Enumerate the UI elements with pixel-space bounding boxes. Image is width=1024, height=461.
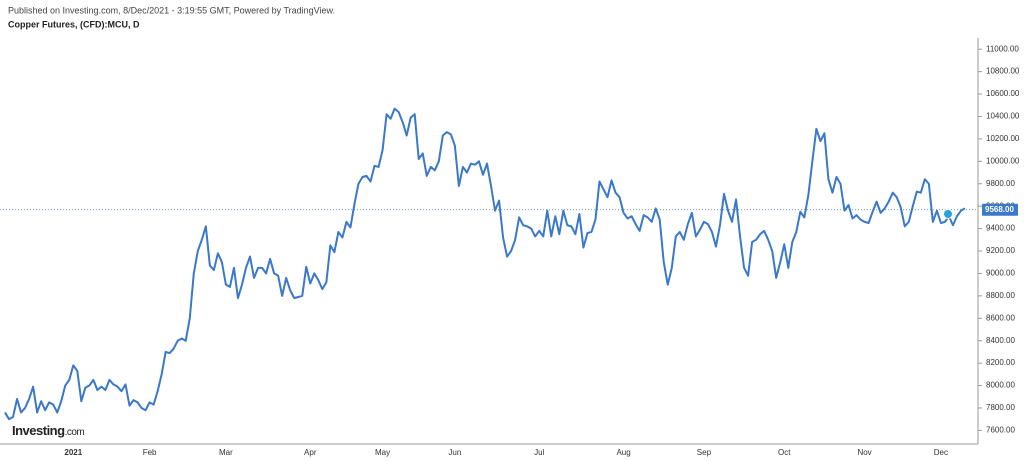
y-tick-label: 9000.00	[986, 269, 1015, 278]
y-tick-label: 8000.00	[986, 381, 1015, 390]
y-tick-label: 10200.00	[986, 134, 1020, 143]
y-tick-label: 9400.00	[986, 224, 1015, 233]
y-tick-label: 7800.00	[986, 403, 1015, 412]
x-tick-label: Jul	[534, 448, 544, 457]
published-note: Published on Investing.com, 8/Dec/2021 -…	[8, 5, 335, 15]
y-tick-label: 8400.00	[986, 336, 1015, 345]
x-tick-label: Aug	[616, 448, 630, 457]
y-tick-label: 9800.00	[986, 179, 1015, 188]
x-tick-label: May	[375, 448, 390, 457]
logo-brand: Investing	[12, 423, 65, 438]
y-tick-label: 10400.00	[986, 112, 1020, 121]
x-tick-label: Feb	[143, 448, 157, 457]
y-tick-label: 8800.00	[986, 291, 1015, 300]
last-price-label: 9568.00	[985, 205, 1014, 214]
y-tick-label: 11000.00	[986, 44, 1019, 53]
chart-title: Copper Futures, (CFD):MCU, D	[8, 19, 140, 29]
price-line	[4, 107, 966, 421]
x-tick-label: Dec	[934, 448, 948, 457]
y-tick-label: 10000.00	[986, 156, 1020, 165]
x-tick-label: Oct	[778, 448, 791, 457]
y-tick-label: 8200.00	[986, 358, 1015, 367]
event-marker	[943, 209, 953, 219]
y-tick-label: 10800.00	[986, 67, 1020, 76]
y-tick-label: 8600.00	[986, 313, 1015, 322]
y-tick-label: 10600.00	[986, 89, 1020, 98]
y-tick-label: 9200.00	[986, 246, 1015, 255]
x-tick-label: Sep	[697, 448, 712, 457]
x-tick-label: 2021	[64, 448, 82, 457]
last-price-box	[982, 203, 1018, 216]
x-tick-label: Apr	[304, 448, 317, 457]
logo-suffix: .com	[65, 427, 85, 438]
y-tick-label: 7600.00	[986, 425, 1015, 434]
logo: Investing.com	[12, 423, 84, 438]
x-tick-label: Jun	[448, 448, 461, 457]
x-tick-label: Nov	[857, 448, 871, 457]
x-tick-label: Mar	[219, 448, 233, 457]
